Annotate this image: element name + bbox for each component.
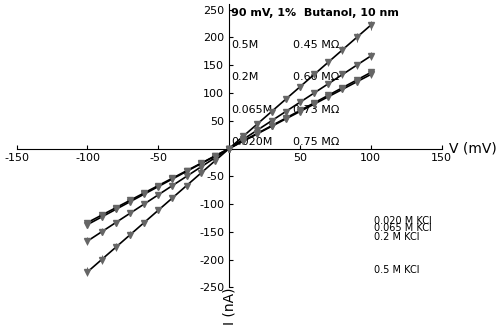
Text: V (mV): V (mV) bbox=[448, 141, 496, 156]
Text: 0.020 M KCl: 0.020 M KCl bbox=[374, 216, 432, 226]
Text: 0.73 MΩ: 0.73 MΩ bbox=[293, 105, 340, 115]
Text: 0.2M: 0.2M bbox=[232, 72, 258, 82]
Text: 0.45 MΩ: 0.45 MΩ bbox=[293, 39, 340, 50]
Text: 90 mV, 1%  Butanol, 10 nm: 90 mV, 1% Butanol, 10 nm bbox=[232, 9, 399, 18]
Text: 0.5M: 0.5M bbox=[232, 39, 258, 50]
Text: 0.065 M KCl: 0.065 M KCl bbox=[374, 223, 432, 233]
Text: 0.5 M KCl: 0.5 M KCl bbox=[374, 265, 419, 275]
Text: 0.065M: 0.065M bbox=[232, 105, 272, 115]
Text: I (nA): I (nA) bbox=[222, 287, 236, 325]
Text: 0.75 MΩ: 0.75 MΩ bbox=[293, 137, 340, 147]
Text: 0.020M: 0.020M bbox=[232, 137, 272, 147]
Text: 0.60 MΩ: 0.60 MΩ bbox=[293, 72, 339, 82]
Text: 0.2 M KCl: 0.2 M KCl bbox=[374, 232, 419, 242]
